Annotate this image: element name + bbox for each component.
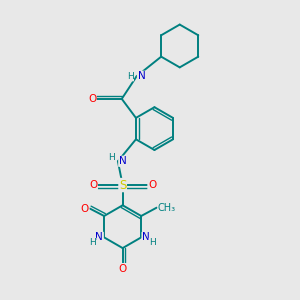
- Text: O: O: [148, 180, 156, 190]
- Text: H: H: [149, 238, 156, 247]
- Text: N: N: [137, 71, 145, 81]
- Text: H: H: [89, 238, 96, 247]
- Text: O: O: [89, 180, 98, 190]
- Text: H: H: [127, 72, 134, 81]
- Text: O: O: [88, 94, 96, 104]
- Text: N: N: [142, 232, 150, 242]
- Text: N: N: [119, 156, 127, 166]
- Text: O: O: [118, 264, 127, 274]
- Text: H: H: [108, 153, 115, 162]
- Text: N: N: [95, 232, 103, 242]
- Text: S: S: [119, 178, 126, 192]
- Text: CH₃: CH₃: [158, 203, 176, 213]
- Text: O: O: [81, 204, 89, 214]
